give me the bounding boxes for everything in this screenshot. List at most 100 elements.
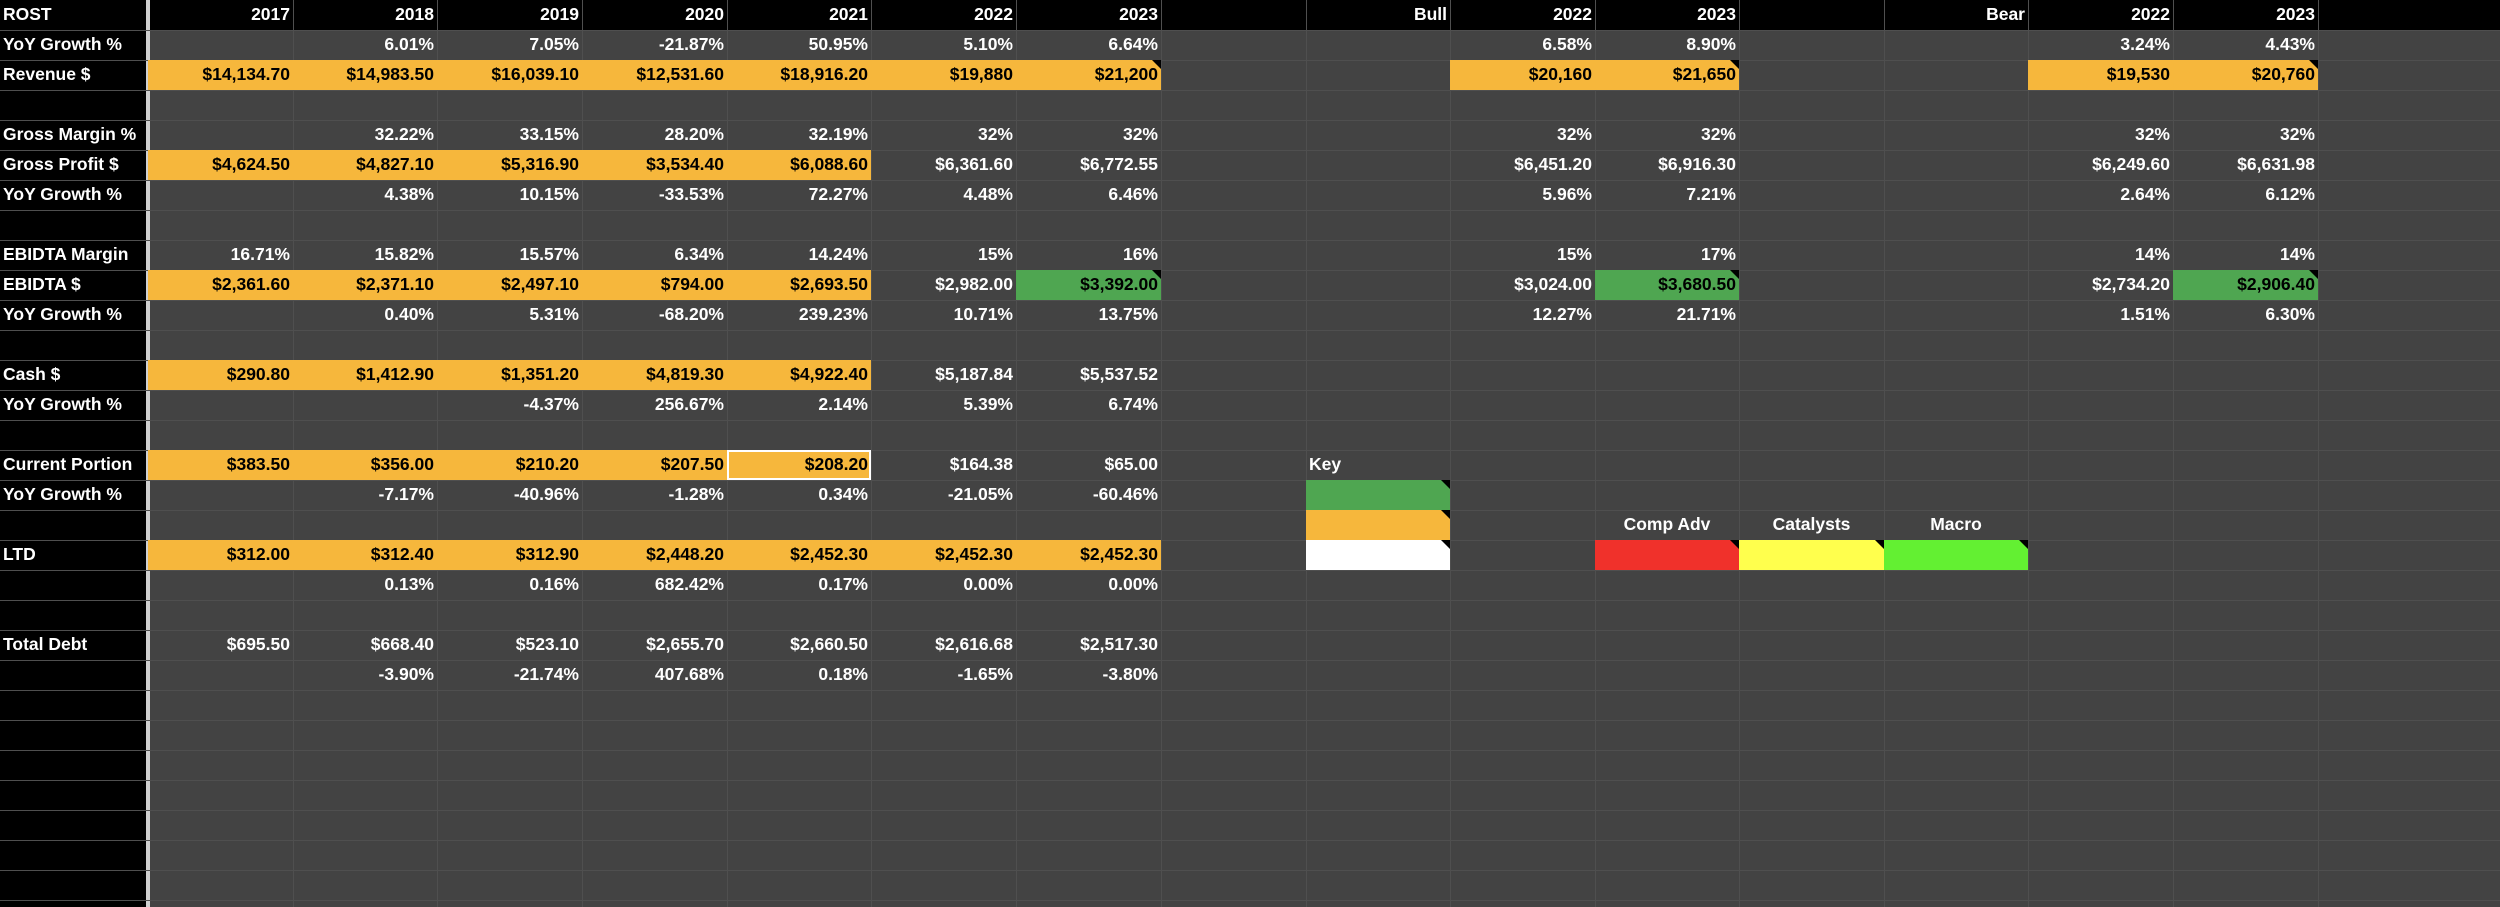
value-cell[interactable]: [293, 390, 437, 420]
row-label-td-growth[interactable]: [0, 660, 148, 690]
row-label-cash-growth[interactable]: YoY Growth %: [3, 394, 122, 414]
row-label-ltd-growth[interactable]: [0, 570, 148, 600]
value-cell[interactable]: $312.90: [437, 540, 582, 570]
value-cell[interactable]: $4,624.50: [148, 150, 293, 180]
row-label-gp-growth[interactable]: YoY Growth %: [3, 184, 122, 204]
value-cell[interactable]: 15.57%: [519, 244, 579, 264]
value-cell[interactable]: 0.16%: [529, 574, 579, 594]
value-cell[interactable]: 28.20%: [664, 124, 724, 144]
row-label-gross-profit[interactable]: Gross Profit $: [3, 154, 119, 174]
value-cell[interactable]: $2,361.60: [148, 270, 293, 300]
value-cell[interactable]: $2,693.50: [727, 270, 871, 300]
value-cell[interactable]: -60.46%: [1092, 484, 1158, 504]
bull-value-cell[interactable]: 12.27%: [1532, 304, 1592, 324]
value-cell[interactable]: [148, 480, 293, 510]
row-label-ltd[interactable]: LTD: [3, 544, 36, 564]
value-cell[interactable]: 0.00%: [963, 574, 1013, 594]
year-header[interactable]: 2020: [685, 4, 724, 24]
value-cell[interactable]: 32.22%: [374, 124, 434, 144]
key-green-swatch[interactable]: [1306, 480, 1450, 510]
bear-value-cell[interactable]: $2,734.20: [2092, 274, 2170, 294]
value-cell[interactable]: $12,531.60: [582, 60, 727, 90]
value-cell[interactable]: 6.64%: [1108, 34, 1158, 54]
bear-value-cell[interactable]: 4.43%: [2265, 34, 2315, 54]
value-cell[interactable]: 5.31%: [529, 304, 579, 324]
value-cell[interactable]: 239.23%: [798, 304, 868, 324]
value-cell[interactable]: 10.15%: [519, 184, 579, 204]
value-cell[interactable]: 0.00%: [1108, 574, 1158, 594]
value-cell[interactable]: $2,982.00: [935, 274, 1013, 294]
bear-value-cell[interactable]: 14%: [2134, 244, 2170, 264]
bull-value-cell[interactable]: 6.58%: [1542, 34, 1592, 54]
bull-value-cell[interactable]: 32%: [1700, 124, 1736, 144]
row-label-cash[interactable]: Cash $: [3, 364, 61, 384]
key-orange-swatch[interactable]: [1306, 510, 1450, 540]
value-cell[interactable]: $2,616.68: [935, 634, 1013, 654]
bull-value-cell[interactable]: 5.96%: [1542, 184, 1592, 204]
value-cell[interactable]: 15%: [977, 244, 1013, 264]
value-cell[interactable]: $5,316.90: [437, 150, 582, 180]
macro-label[interactable]: Macro: [1930, 514, 1982, 534]
value-cell[interactable]: $2,655.70: [646, 634, 724, 654]
value-cell[interactable]: $383.50: [148, 450, 293, 480]
comp-adv-label[interactable]: Comp Adv: [1623, 514, 1711, 534]
row-label-gross-margin[interactable]: Gross Margin %: [3, 124, 137, 144]
bear-value-cell[interactable]: 6.30%: [2265, 304, 2315, 324]
value-cell[interactable]: 0.17%: [818, 574, 868, 594]
value-cell[interactable]: [148, 300, 293, 330]
value-cell[interactable]: 0.13%: [384, 574, 434, 594]
value-cell[interactable]: [148, 30, 293, 60]
value-cell[interactable]: -40.96%: [513, 484, 579, 504]
value-cell[interactable]: $312.00: [148, 540, 293, 570]
bull-header[interactable]: Bull: [1413, 4, 1447, 24]
bear-value-cell[interactable]: 6.12%: [2265, 184, 2315, 204]
bear-value-cell[interactable]: 3.24%: [2120, 34, 2170, 54]
value-cell[interactable]: 14.24%: [808, 244, 868, 264]
row-label-revenue[interactable]: Revenue $: [3, 64, 91, 84]
value-cell[interactable]: 32%: [1122, 124, 1158, 144]
value-cell[interactable]: $21,200: [1016, 60, 1161, 90]
value-cell[interactable]: $312.40: [293, 540, 437, 570]
value-cell[interactable]: $1,351.20: [437, 360, 582, 390]
value-cell[interactable]: 2.14%: [818, 394, 868, 414]
bear-value-cell[interactable]: 14%: [2279, 244, 2315, 264]
catalysts-swatch[interactable]: [1739, 540, 1884, 570]
value-cell[interactable]: $19,880: [871, 60, 1016, 90]
year-header[interactable]: 2022: [974, 4, 1013, 24]
year-header[interactable]: 2017: [251, 4, 290, 24]
value-cell[interactable]: 5.39%: [963, 394, 1013, 414]
key-title[interactable]: Key: [1309, 454, 1342, 474]
value-cell[interactable]: $6,088.60: [727, 150, 871, 180]
value-cell[interactable]: $2,448.20: [582, 540, 727, 570]
bull-value-cell[interactable]: 32%: [1556, 124, 1592, 144]
value-cell[interactable]: $794.00: [582, 270, 727, 300]
bull-value-cell[interactable]: $21,650: [1595, 60, 1739, 90]
year-header[interactable]: 2023: [1119, 4, 1158, 24]
bull-value-cell[interactable]: $3,680.50: [1595, 270, 1739, 300]
row-label-ebitda-margin[interactable]: EBIDTA Margin: [3, 244, 129, 264]
value-cell[interactable]: $356.00: [293, 450, 437, 480]
bear-value-cell[interactable]: $6,249.60: [2092, 154, 2170, 174]
value-cell[interactable]: [148, 570, 293, 600]
comp-adv-swatch[interactable]: [1595, 540, 1739, 570]
value-cell[interactable]: 33.15%: [519, 124, 579, 144]
bull-year-header[interactable]: 2023: [1697, 4, 1736, 24]
value-cell[interactable]: 32.19%: [808, 124, 868, 144]
row-label-ebitda-growth[interactable]: YoY Growth %: [3, 304, 122, 324]
value-cell[interactable]: -1.65%: [957, 664, 1013, 684]
value-cell[interactable]: $5,537.52: [1080, 364, 1158, 384]
value-cell[interactable]: $290.80: [148, 360, 293, 390]
value-cell[interactable]: 4.48%: [963, 184, 1013, 204]
value-cell[interactable]: -3.80%: [1102, 664, 1158, 684]
value-cell[interactable]: $4,827.10: [293, 150, 437, 180]
catalysts-label[interactable]: Catalysts: [1772, 514, 1851, 534]
value-cell[interactable]: $3,534.40: [582, 150, 727, 180]
value-cell[interactable]: $695.50: [226, 634, 290, 654]
bull-value-cell[interactable]: $6,451.20: [1514, 154, 1592, 174]
value-cell[interactable]: 13.75%: [1098, 304, 1158, 324]
value-cell[interactable]: $2,452.30: [727, 540, 871, 570]
value-cell[interactable]: [148, 120, 293, 150]
value-cell[interactable]: 682.42%: [654, 574, 724, 594]
value-cell[interactable]: $523.10: [515, 634, 579, 654]
value-cell[interactable]: 256.67%: [654, 394, 724, 414]
